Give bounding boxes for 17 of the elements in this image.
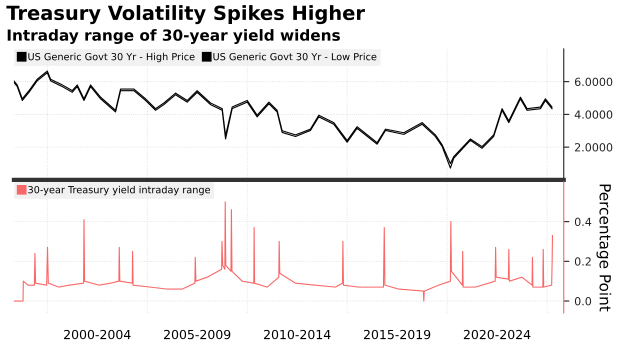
y-tick-label: 0.2 [574, 257, 591, 266]
y-tick-label: 6.0000 [574, 78, 612, 86]
chart-subtitle: Intraday range of 30-year yield widens [8, 29, 340, 44]
x-tick-label: 2015-2019 [364, 330, 430, 340]
chart-title: Treasury Volatility Spikes Higher [6, 5, 365, 24]
y-tick-label: 0.4 [574, 218, 592, 226]
x-tick-label: 2020-2024 [464, 330, 530, 340]
legend-label: US Generic Govt 30 Yr - High Price [28, 52, 195, 62]
x-tick-label: 2000-2004 [64, 330, 131, 340]
y-tick-label: 0.0 [574, 296, 592, 306]
x-tick-label: 2010-2014 [264, 330, 331, 340]
x-tick-label: 2005-2009 [164, 330, 230, 340]
y-tick-label: 4.0000 [574, 110, 612, 119]
y-axis-title: Percentage Point [596, 184, 612, 312]
y-tick-label: 2.0000 [574, 143, 612, 152]
legend-label: US Generic Govt 30 Yr - Low Price [213, 52, 376, 60]
legend-label: 30-year Treasury yield intraday range [28, 186, 210, 196]
